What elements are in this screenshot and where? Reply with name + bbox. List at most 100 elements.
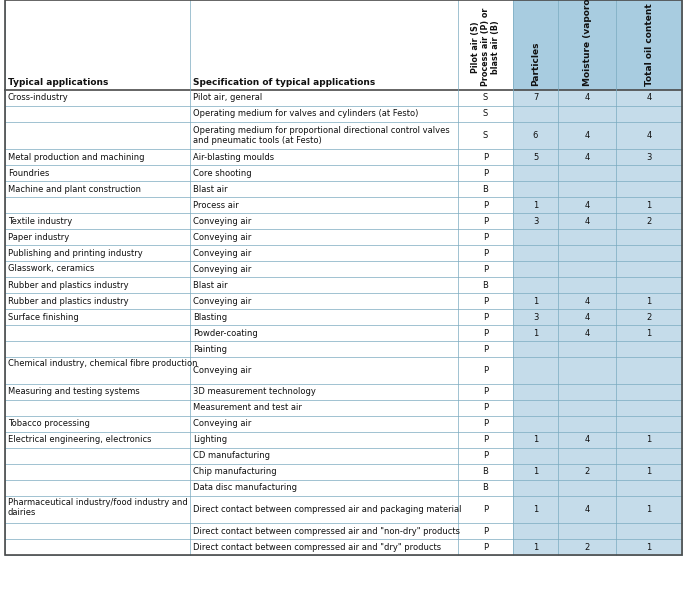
- Text: P: P: [483, 232, 488, 242]
- Text: 4: 4: [646, 131, 652, 140]
- Text: P: P: [483, 452, 488, 460]
- Text: Measurement and test air: Measurement and test air: [193, 403, 302, 413]
- Text: 3: 3: [533, 313, 538, 321]
- Bar: [513, 325, 682, 341]
- Text: P: P: [483, 403, 488, 413]
- Text: Tobacco processing: Tobacco processing: [8, 419, 90, 428]
- Text: 1: 1: [533, 297, 538, 305]
- Text: Chip manufacturing: Chip manufacturing: [193, 468, 277, 476]
- Text: P: P: [483, 200, 488, 210]
- Text: Operating medium for proportional directional control valves
and pneumatic tools: Operating medium for proportional direct…: [193, 126, 450, 145]
- Bar: [513, 400, 682, 416]
- Text: Core shooting: Core shooting: [193, 169, 251, 178]
- Bar: [513, 106, 682, 122]
- Bar: [513, 309, 682, 325]
- Bar: [513, 416, 682, 432]
- Bar: [513, 448, 682, 464]
- Text: B: B: [482, 468, 488, 476]
- Text: CD manufacturing: CD manufacturing: [193, 452, 270, 460]
- Text: S: S: [483, 131, 488, 140]
- Text: Blast air: Blast air: [193, 281, 227, 289]
- Text: 1: 1: [533, 329, 538, 338]
- Text: Pharmaceutical industry/food industry and
dairies: Pharmaceutical industry/food industry an…: [8, 498, 188, 517]
- Text: 4: 4: [585, 505, 589, 514]
- Text: Moisture (vaporous): Moisture (vaporous): [583, 0, 592, 86]
- Text: Data disc manufacturing: Data disc manufacturing: [193, 484, 297, 492]
- Text: P: P: [483, 264, 488, 273]
- Text: Rubber and plastics industry: Rubber and plastics industry: [8, 281, 128, 289]
- Bar: [513, 277, 682, 293]
- Bar: [513, 341, 682, 357]
- Bar: [513, 384, 682, 400]
- Text: Glasswork, ceramics: Glasswork, ceramics: [8, 264, 94, 273]
- Text: Conveying air: Conveying air: [193, 248, 251, 257]
- Bar: [513, 90, 682, 106]
- Text: P: P: [483, 527, 488, 536]
- Text: Pilot air, general: Pilot air, general: [193, 94, 262, 102]
- Text: 4: 4: [646, 94, 652, 102]
- Text: 2: 2: [646, 216, 652, 226]
- Text: 1: 1: [533, 468, 538, 476]
- Text: P: P: [483, 505, 488, 514]
- Text: P: P: [483, 216, 488, 226]
- Text: Paper industry: Paper industry: [8, 232, 69, 242]
- Bar: [513, 181, 682, 197]
- Text: Process air: Process air: [193, 200, 239, 210]
- Bar: [513, 539, 682, 555]
- Text: P: P: [483, 419, 488, 428]
- Text: 4: 4: [585, 329, 589, 338]
- Text: Machine and plant construction: Machine and plant construction: [8, 185, 141, 194]
- Bar: [513, 165, 682, 181]
- Text: 1: 1: [646, 468, 652, 476]
- Text: 6: 6: [533, 131, 538, 140]
- Text: 4: 4: [585, 131, 589, 140]
- Text: Air-blasting moulds: Air-blasting moulds: [193, 153, 274, 161]
- Text: 3: 3: [533, 216, 538, 226]
- Text: P: P: [483, 387, 488, 397]
- Bar: [513, 464, 682, 480]
- Text: P: P: [483, 329, 488, 338]
- Text: Specification of typical applications: Specification of typical applications: [193, 78, 375, 87]
- Text: Blast air: Blast air: [193, 185, 227, 194]
- Text: 4: 4: [585, 153, 589, 161]
- Text: Powder-coating: Powder-coating: [193, 329, 258, 338]
- Bar: [513, 0, 682, 90]
- Bar: [513, 213, 682, 229]
- Text: 4: 4: [585, 200, 589, 210]
- Text: Publishing and printing industry: Publishing and printing industry: [8, 248, 143, 257]
- Bar: [513, 149, 682, 165]
- Text: P: P: [483, 543, 488, 552]
- Text: S: S: [483, 110, 488, 118]
- Text: Conveying air: Conveying air: [193, 232, 251, 242]
- Text: Operating medium for valves and cylinders (at Festo): Operating medium for valves and cylinder…: [193, 110, 418, 118]
- Bar: [513, 293, 682, 309]
- Text: Direct contact between compressed air and "dry" products: Direct contact between compressed air an…: [193, 543, 441, 552]
- Text: Lighting: Lighting: [193, 435, 227, 444]
- Text: Metal production and machining: Metal production and machining: [8, 153, 144, 161]
- Text: P: P: [483, 248, 488, 257]
- Text: 1: 1: [533, 200, 538, 210]
- Text: B: B: [482, 484, 488, 492]
- Text: 4: 4: [585, 216, 589, 226]
- Text: 3D measurement technology: 3D measurement technology: [193, 387, 316, 397]
- Text: 1: 1: [533, 435, 538, 444]
- Bar: [513, 357, 682, 384]
- Text: 4: 4: [585, 435, 589, 444]
- Text: P: P: [483, 153, 488, 161]
- Bar: [513, 122, 682, 149]
- Text: Chemical industry, chemical fibre production: Chemical industry, chemical fibre produc…: [8, 359, 197, 368]
- Text: Rubber and plastics industry: Rubber and plastics industry: [8, 297, 128, 305]
- Text: 4: 4: [585, 94, 589, 102]
- Text: Conveying air: Conveying air: [193, 264, 251, 273]
- Text: Direct contact between compressed air and "non-dry" products: Direct contact between compressed air an…: [193, 527, 460, 536]
- Bar: [513, 523, 682, 539]
- Text: 5: 5: [533, 153, 538, 161]
- Bar: [513, 480, 682, 496]
- Text: 1: 1: [646, 505, 652, 514]
- Text: Conveying air: Conveying air: [193, 297, 251, 305]
- Bar: [513, 245, 682, 261]
- Text: Textile industry: Textile industry: [8, 216, 72, 226]
- Bar: [513, 432, 682, 448]
- Bar: [513, 496, 682, 523]
- Text: 4: 4: [585, 297, 589, 305]
